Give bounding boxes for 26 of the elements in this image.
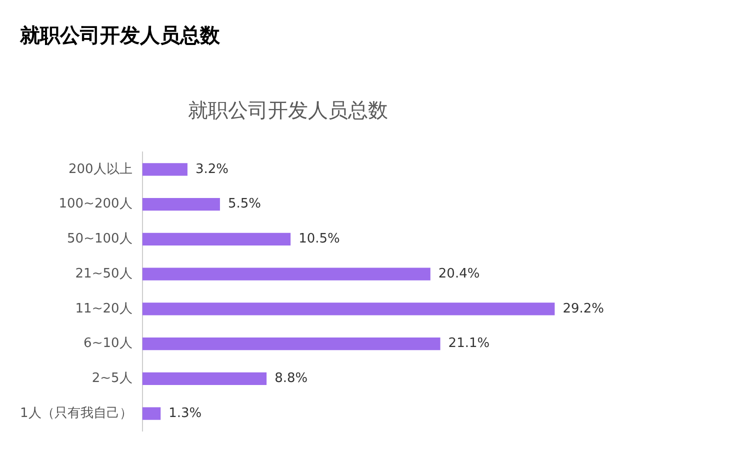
bar	[142, 163, 188, 176]
y-tick-label: 6~10人	[84, 336, 132, 352]
chart-title: 就职公司开发人员总数	[20, 22, 220, 49]
bar	[142, 302, 555, 316]
data-label: 20.4%	[438, 266, 480, 282]
data-label: 1.3%	[168, 406, 202, 421]
y-tick-label: 11~20人	[75, 301, 132, 316]
data-label: 21.1%	[448, 336, 490, 352]
bar	[142, 268, 430, 280]
data-label: 29.2%	[562, 301, 604, 316]
chart-subtitle: 就职公司开发人员总数	[188, 98, 388, 122]
y-tick-label: 1人（只有我自己）	[20, 406, 132, 421]
y-tick-label: 100~200人	[58, 196, 132, 212]
bar	[142, 372, 267, 385]
data-label: 8.8%	[274, 371, 308, 386]
bar	[142, 407, 161, 420]
y-tick-label: 50~100人	[67, 232, 132, 247]
data-label: 10.5%	[298, 232, 340, 247]
data-label: 5.5%	[228, 196, 261, 212]
y-tick-label: 200人以上	[68, 162, 132, 177]
bar	[142, 338, 440, 350]
y-tick-label: 2~5人	[92, 371, 132, 386]
bar	[142, 232, 291, 246]
bar	[142, 198, 220, 211]
y-tick-label: 21~50人	[75, 266, 132, 282]
data-label: 3.2%	[195, 162, 228, 177]
